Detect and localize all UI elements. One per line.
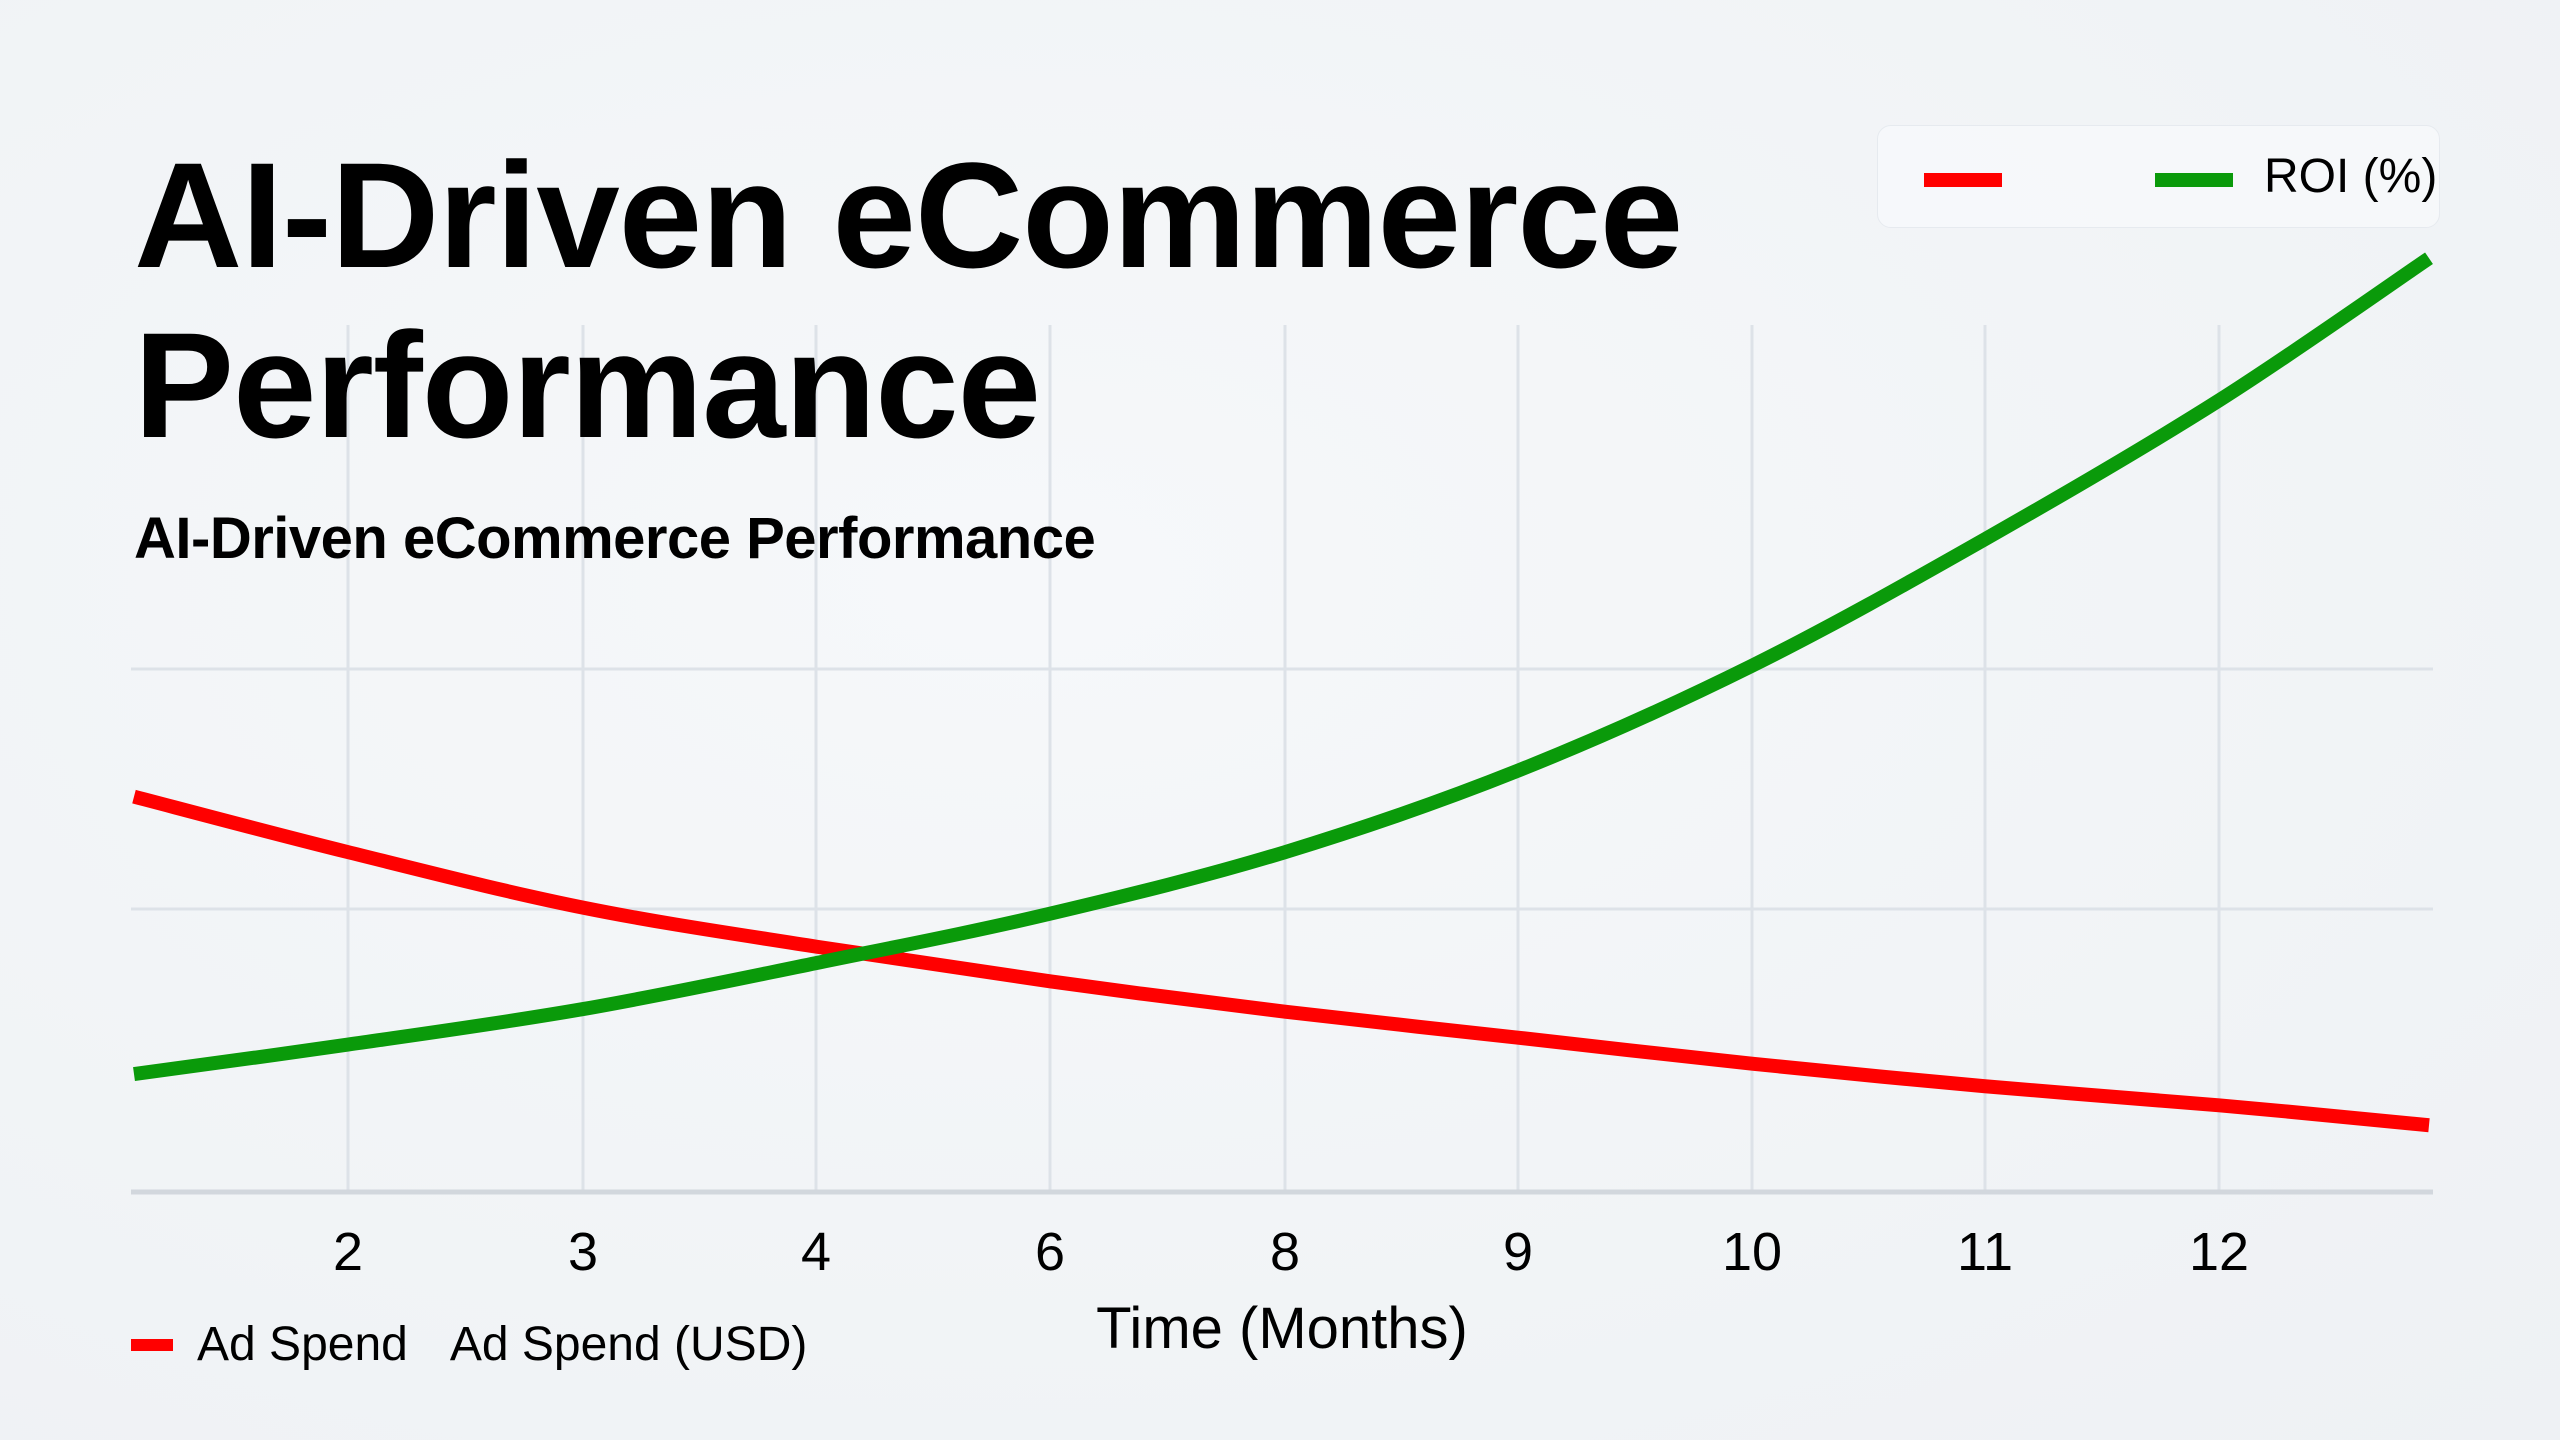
legend-swatch-ad-spend-bottom xyxy=(131,1339,173,1351)
legend-top: ROI (%) xyxy=(1877,125,2440,228)
x-tick: 8 xyxy=(1269,1222,1301,1282)
roi-line xyxy=(133,252,2433,1082)
x-tick: 6 xyxy=(1034,1222,1066,1282)
x-tick: 10 xyxy=(1721,1222,1783,1282)
legend-label-roi: ROI (%) xyxy=(2264,150,2438,203)
legend-label-ad-spend-usd: Ad Spend (USD) xyxy=(449,1318,808,1371)
legend-swatch-ad-spend xyxy=(1924,173,2002,187)
x-axis-label: Time (Months) xyxy=(1096,1296,1468,1361)
chart-subtitle: AI-Driven eCommerce Performance xyxy=(134,506,1096,571)
x-tick: 9 xyxy=(1502,1222,1534,1282)
x-tick: 2 xyxy=(332,1222,364,1282)
ad-spend-line xyxy=(132,789,2430,1133)
x-tick: 3 xyxy=(567,1222,599,1282)
x-tick: 12 xyxy=(2188,1222,2250,1282)
legend-swatch-roi xyxy=(2155,173,2233,187)
legend-bottom: Ad Spend Ad Spend (USD) xyxy=(131,1312,807,1378)
x-tick: 4 xyxy=(800,1222,832,1282)
legend-label-ad-spend-bottom: Ad Spend xyxy=(197,1318,408,1371)
x-tick: 11 xyxy=(1956,1222,2014,1282)
gridlines xyxy=(131,325,2433,1192)
page-title: AI-Driven eCommerce Performance xyxy=(134,131,1683,469)
